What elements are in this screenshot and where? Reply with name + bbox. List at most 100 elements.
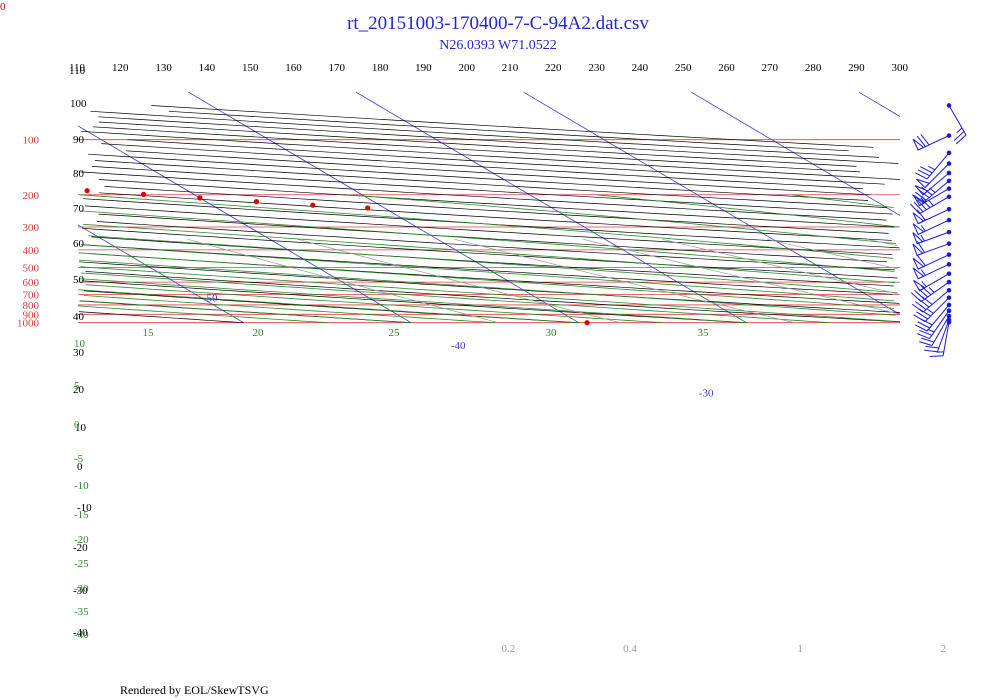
wind-barb-feather xyxy=(917,199,927,211)
x-axis-tick-label: 230 xyxy=(588,62,605,74)
temperature-point xyxy=(584,320,590,326)
temperature-point xyxy=(84,188,90,194)
wind-barb-feather xyxy=(925,345,939,349)
wind-barb-feather xyxy=(921,337,935,343)
wind-barb-half-feather xyxy=(920,269,926,276)
pressure-tick-label: 600 xyxy=(23,277,40,289)
moist-adiabat-line xyxy=(79,278,747,324)
moist-adiabat-line xyxy=(83,295,495,324)
wind-barb xyxy=(911,287,952,313)
wind-barb-feather xyxy=(955,134,967,145)
moist-adiabat-line xyxy=(79,194,893,259)
wind-barb-feather xyxy=(917,169,930,177)
pressure-tick-label: 500 xyxy=(23,263,40,275)
wind-barb xyxy=(912,206,952,225)
dry-adiabat-line xyxy=(98,121,857,167)
dry-adiabat-line xyxy=(125,150,871,196)
wind-barb xyxy=(912,217,952,236)
wind-barb-feather xyxy=(919,341,933,346)
dry-adiabat-line xyxy=(78,311,244,324)
wind-barb-shaft xyxy=(926,152,950,180)
pressure-tick-label: 1000 xyxy=(17,318,40,330)
moist-adiabat-top-label: 35 xyxy=(698,327,710,339)
mixing-ratio-line xyxy=(454,238,795,324)
x-axis-tick-label: 210 xyxy=(502,62,519,74)
wind-barb-half-feather xyxy=(921,195,927,202)
wind-barb-feather xyxy=(916,311,929,320)
dry-adiabat-line xyxy=(80,130,901,180)
wind-barb-half-feather xyxy=(921,281,927,288)
grid-layer xyxy=(77,91,901,324)
pressure-tick-label: 700 xyxy=(23,289,40,301)
dry-adiabat-label: 90 xyxy=(73,134,85,146)
dry-adiabat-line xyxy=(88,153,869,201)
wind-barb-feather xyxy=(916,241,925,253)
wind-barb-flag xyxy=(912,243,924,256)
wind-barb xyxy=(912,229,952,245)
wind-barb-feather xyxy=(916,209,926,221)
wind-barb xyxy=(912,241,952,256)
moist-adiabat-line xyxy=(78,252,895,309)
mixing-ratio-label: 1 xyxy=(797,643,803,655)
dry-adiabat-line xyxy=(83,198,900,249)
mixing-ratio-line xyxy=(662,238,900,295)
moist-adiabat-top-label: 30 xyxy=(546,327,558,339)
moist-adiabat-line xyxy=(80,210,895,272)
dry-adiabat-line xyxy=(91,236,894,287)
x-axis-tick-label: 190 xyxy=(415,62,432,74)
x-axis-tick-label: 170 xyxy=(329,62,346,74)
moist-adiabat-label: -35 xyxy=(74,606,89,618)
isotherm-line xyxy=(858,91,901,117)
wind-barb-column xyxy=(910,103,967,357)
moist-adiabat-label: -10 xyxy=(74,480,89,492)
wind-barb-feather xyxy=(920,166,933,174)
isotherm-label: -40 xyxy=(451,340,466,352)
dry-adiabat-line xyxy=(80,171,887,221)
pressure-tick-label: 200 xyxy=(23,190,40,202)
wind-barb-feather xyxy=(918,298,930,308)
mixing-ratio-line xyxy=(766,238,899,270)
wind-barb-feather xyxy=(920,134,930,146)
wind-barb-feather xyxy=(911,303,924,313)
wind-barb-half-feather xyxy=(920,234,925,242)
dry-adiabat-line xyxy=(96,221,895,271)
wind-barb-shaft xyxy=(931,315,950,346)
dry-adiabat-label: -30 xyxy=(73,585,88,597)
moist-adiabat-top-label: 20 xyxy=(253,327,265,339)
isotherm-line xyxy=(523,91,901,315)
dry-adiabat-label: 0 xyxy=(77,461,83,473)
moist-adiabat-top-label: 15 xyxy=(143,327,155,339)
x-axis-tick-label: 240 xyxy=(632,62,649,74)
moist-adiabat-line xyxy=(596,194,900,228)
moist-adiabat-line xyxy=(346,194,897,245)
chart-subtitle: N26.0393 W71.0522 xyxy=(439,38,557,53)
dry-adiabat-line xyxy=(98,179,895,228)
isotherm-label: -30 xyxy=(699,388,714,400)
isotherm-line xyxy=(188,91,579,324)
wind-barb xyxy=(913,295,952,323)
x-axis-tick-label: 110 xyxy=(69,62,86,74)
wind-barb xyxy=(913,271,952,292)
moist-adiabat-label: -40 xyxy=(74,629,89,641)
moist-adiabat-label: -30 xyxy=(74,583,89,595)
dry-adiabat-line xyxy=(91,166,893,215)
wind-barb-shaft xyxy=(924,297,950,323)
dry-adiabat-line xyxy=(94,160,887,208)
mixing-ratio-line xyxy=(582,238,898,314)
dry-adiabat-label: 100 xyxy=(70,98,87,110)
dry-adiabat-label: 50 xyxy=(73,274,85,286)
moist-adiabat-label: -20 xyxy=(74,534,89,546)
mixing-ratio-line xyxy=(297,238,621,324)
dry-adiabat-label: 20 xyxy=(73,384,85,396)
x-axis-tick-label: 200 xyxy=(458,62,475,74)
moist-adiabat-line xyxy=(78,289,579,324)
temperature-point xyxy=(310,202,316,208)
dry-adiabat-line xyxy=(85,271,900,323)
dry-adiabat-label: -20 xyxy=(73,542,88,554)
wind-barb xyxy=(915,302,952,332)
moist-adiabat-line xyxy=(83,300,412,324)
wind-barb-half-feather xyxy=(927,328,935,333)
wind-barb-feather xyxy=(920,285,932,296)
wind-barb xyxy=(912,252,952,270)
dry-adiabat-line xyxy=(90,110,880,158)
